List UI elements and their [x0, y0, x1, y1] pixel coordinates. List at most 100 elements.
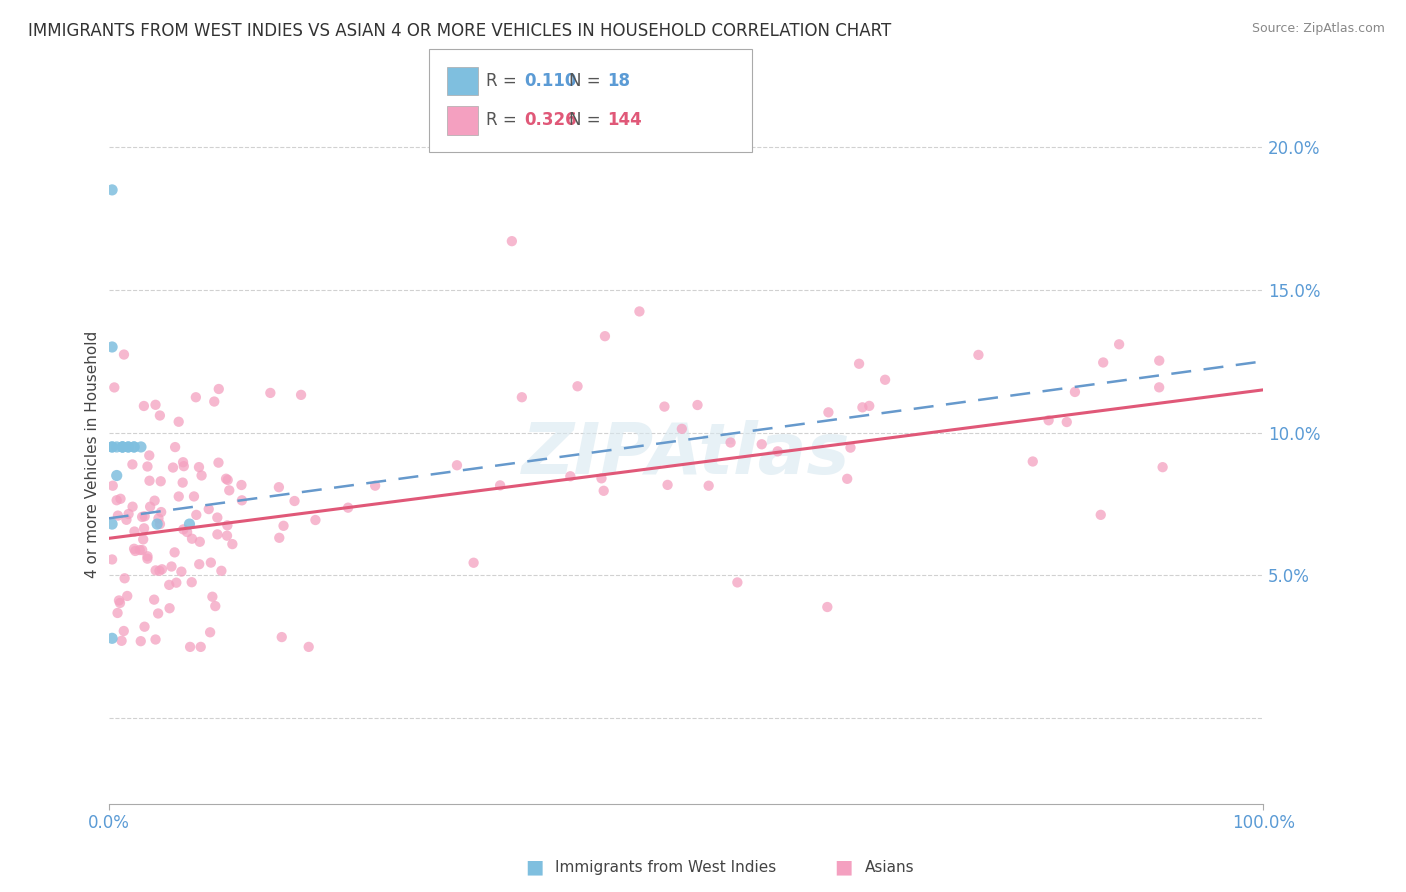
- Y-axis label: 4 or more Vehicles in Household: 4 or more Vehicles in Household: [86, 330, 100, 578]
- Point: [197, 502, 219, 516]
- Point: [136, 551, 159, 566]
- Point: [134, 509, 156, 524]
- Point: [207, 510, 229, 524]
- Text: Asians: Asians: [865, 860, 914, 874]
- Point: [215, 472, 238, 486]
- Point: [1092, 355, 1115, 369]
- Text: 144: 144: [607, 112, 643, 129]
- Point: [217, 473, 239, 487]
- Point: [101, 552, 124, 566]
- Point: [107, 508, 129, 523]
- Point: [270, 630, 292, 644]
- Point: [686, 398, 709, 412]
- Point: [446, 458, 468, 473]
- Point: [188, 558, 211, 572]
- Point: [186, 508, 208, 522]
- Point: [510, 390, 533, 404]
- Point: [167, 490, 190, 504]
- Point: [190, 468, 212, 483]
- Point: [110, 633, 132, 648]
- Point: [593, 329, 616, 343]
- Point: [858, 399, 880, 413]
- Point: [592, 483, 614, 498]
- Point: [837, 472, 859, 486]
- Point: [146, 517, 169, 532]
- Point: [110, 491, 132, 506]
- Point: [567, 379, 589, 393]
- Point: [967, 348, 990, 362]
- Point: [221, 537, 243, 551]
- Point: [128, 543, 150, 558]
- Point: [101, 517, 124, 532]
- Point: [218, 483, 240, 498]
- Point: [190, 640, 212, 654]
- Point: [143, 493, 166, 508]
- Point: [124, 524, 146, 539]
- Point: [165, 575, 187, 590]
- Point: [273, 518, 295, 533]
- Point: [139, 500, 162, 514]
- Point: [159, 601, 181, 615]
- Text: ZIPAtlas: ZIPAtlas: [522, 419, 851, 489]
- Point: [101, 479, 124, 493]
- Point: [839, 441, 862, 455]
- Point: [489, 478, 512, 492]
- Point: [108, 596, 131, 610]
- Text: R =: R =: [486, 112, 523, 129]
- Point: [591, 471, 613, 485]
- Point: [1022, 454, 1045, 468]
- Point: [183, 490, 205, 504]
- Point: [138, 449, 160, 463]
- Point: [1056, 415, 1078, 429]
- Text: 0.110: 0.110: [524, 72, 576, 90]
- Point: [269, 531, 291, 545]
- Point: [204, 599, 226, 613]
- Point: [657, 478, 679, 492]
- Point: [1147, 353, 1170, 368]
- Point: [1090, 508, 1112, 522]
- Point: [173, 459, 195, 474]
- Point: [149, 475, 172, 489]
- Point: [1064, 384, 1087, 399]
- Point: [720, 435, 742, 450]
- Point: [149, 516, 172, 531]
- Point: [114, 571, 136, 585]
- Point: [162, 460, 184, 475]
- Point: [184, 390, 207, 404]
- Point: [117, 440, 139, 454]
- Point: [121, 458, 143, 472]
- Point: [215, 529, 238, 543]
- Point: [145, 398, 167, 412]
- Point: [107, 606, 129, 620]
- Point: [132, 399, 155, 413]
- Point: [149, 409, 172, 423]
- Point: [188, 460, 211, 475]
- Point: [150, 505, 173, 519]
- Point: [122, 541, 145, 556]
- Text: Source: ZipAtlas.com: Source: ZipAtlas.com: [1251, 22, 1385, 36]
- Point: [207, 527, 229, 541]
- Point: [875, 373, 897, 387]
- Point: [364, 478, 387, 492]
- Point: [167, 415, 190, 429]
- Point: [176, 524, 198, 539]
- Point: [136, 549, 159, 564]
- Point: [111, 440, 134, 454]
- Point: [163, 545, 186, 559]
- Point: [207, 456, 229, 470]
- Point: [181, 532, 204, 546]
- Text: 18: 18: [607, 72, 630, 90]
- Point: [501, 234, 523, 248]
- Text: N =: N =: [569, 112, 606, 129]
- Point: [463, 556, 485, 570]
- Point: [132, 533, 155, 547]
- Point: [259, 385, 281, 400]
- Point: [170, 565, 193, 579]
- Point: [172, 475, 194, 490]
- Point: [848, 357, 870, 371]
- Point: [112, 347, 135, 361]
- Point: [180, 575, 202, 590]
- Point: [697, 479, 720, 493]
- Point: [201, 590, 224, 604]
- Point: [165, 440, 187, 454]
